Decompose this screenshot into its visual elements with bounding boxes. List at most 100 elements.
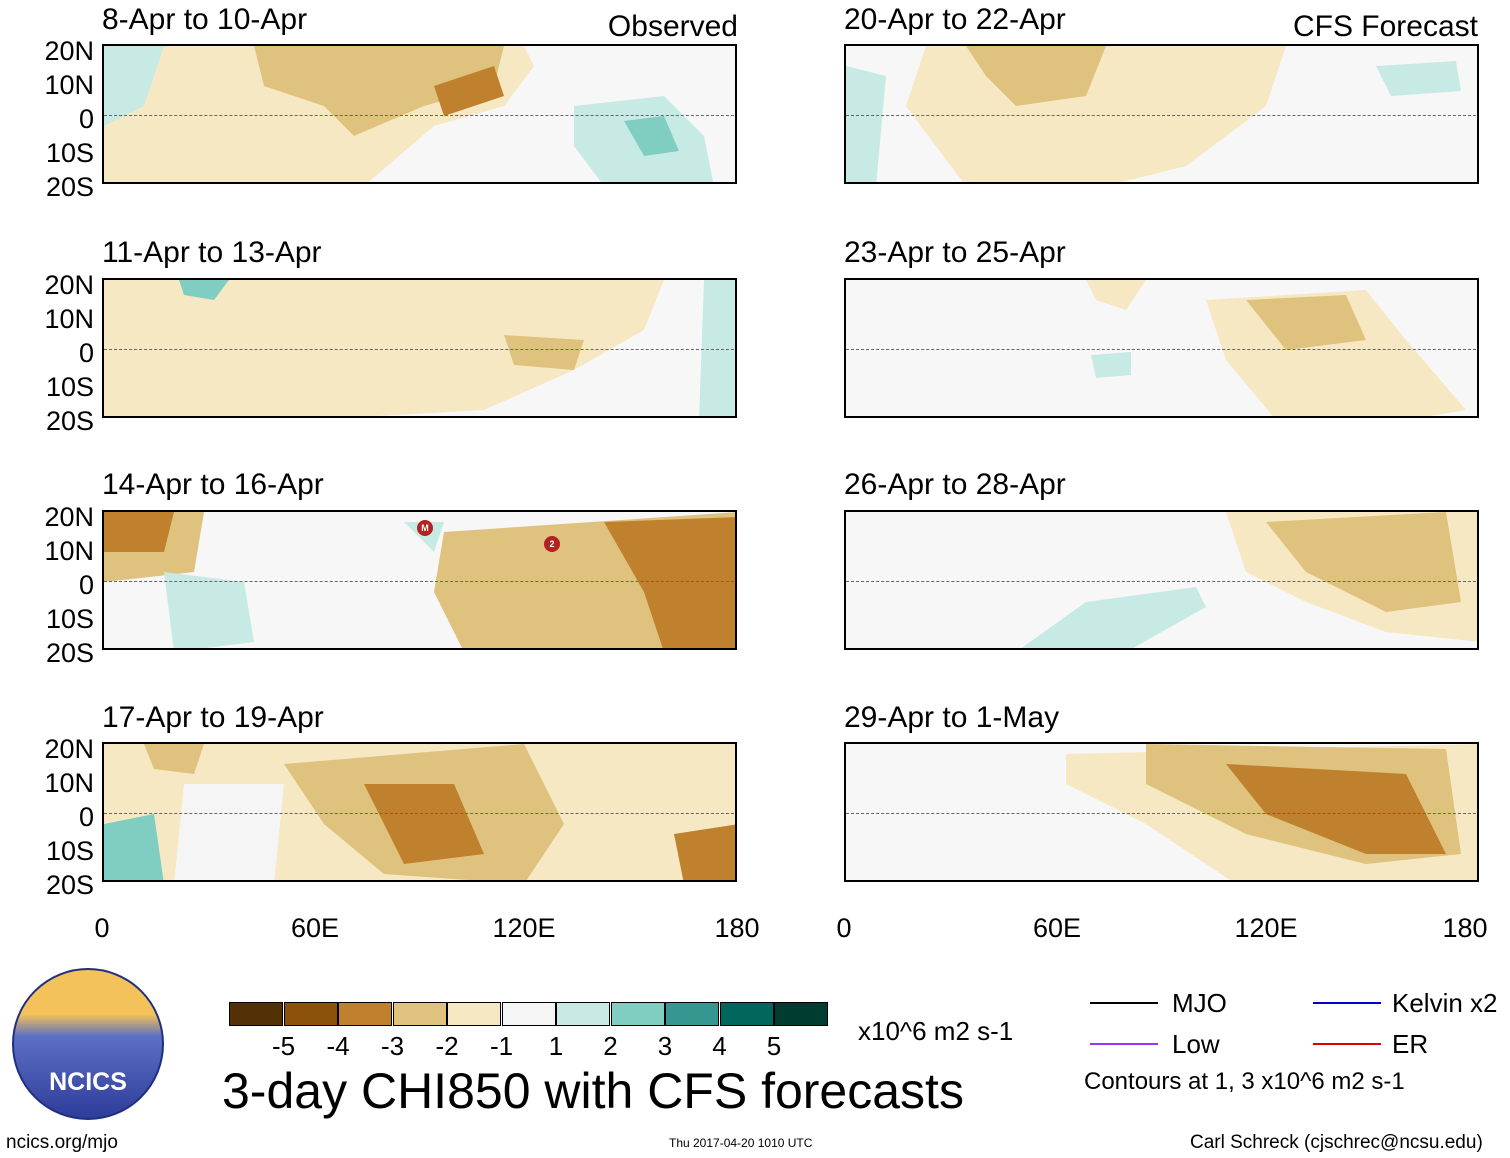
legend-mjo: MJO	[1172, 988, 1227, 1018]
colorbar-cell	[338, 1002, 392, 1026]
colorbar-cell	[501, 1002, 556, 1026]
colorbar-tick: 1	[548, 1031, 564, 1061]
legend-low: Low	[1172, 1029, 1220, 1059]
lat-label: 0	[78, 802, 94, 832]
equator-line	[846, 813, 1477, 814]
equator-line	[846, 581, 1477, 582]
ncics-logo: NCICS	[12, 968, 164, 1120]
colorbar-tick: -1	[489, 1031, 514, 1061]
map-svg	[1066, 744, 1477, 880]
equator-line	[104, 581, 735, 582]
lat-label: 20N	[44, 36, 94, 66]
panel-title-fcst-3: 26-Apr to 28-Apr	[844, 468, 1066, 501]
lat-label: 10N	[44, 304, 94, 334]
colorbar-cell	[229, 1002, 283, 1026]
footer-timestamp: Thu 2017-04-20 1010 UTC	[669, 1136, 813, 1150]
panel-title-obs-4: 17-Apr to 19-Apr	[102, 701, 324, 734]
colorbar-tick: -5	[271, 1031, 296, 1061]
map-svg	[104, 744, 735, 880]
map-svg	[104, 512, 735, 648]
lon-label: 60E	[1032, 913, 1082, 943]
lon-label: 0	[94, 913, 110, 943]
equator-line	[104, 349, 735, 350]
lon-label: 0	[836, 913, 852, 943]
lat-label: 0	[78, 338, 94, 368]
lat-label: 20N	[44, 270, 94, 300]
footer-website[interactable]: ncics.org/mjo	[6, 1132, 118, 1153]
panel-title-fcst-1: 20-Apr to 22-Apr	[844, 3, 1066, 36]
colorbar-cell	[610, 1002, 665, 1026]
colorbar-cell	[665, 1002, 719, 1026]
lat-label: 10N	[44, 70, 94, 100]
lat-label: 0	[78, 104, 94, 134]
lon-label: 180	[714, 913, 760, 943]
lon-label: 180	[1442, 913, 1488, 943]
storm-marker: 2	[544, 536, 560, 552]
colorbar-tick: 4	[712, 1031, 727, 1061]
map-panel-fcst-2	[844, 278, 1479, 418]
equator-line	[104, 115, 735, 116]
map-panel-obs-2	[102, 278, 737, 418]
lat-label: 10N	[44, 536, 94, 566]
colorbar-cell	[392, 1002, 447, 1026]
map-panel-obs-1	[102, 44, 737, 184]
colorbar-cell	[447, 1002, 501, 1026]
logo-text: NCICS	[49, 1068, 127, 1096]
map-panel-obs-4	[102, 742, 737, 882]
footer-credit: Carl Schreck (cjschrec@ncsu.edu)	[1190, 1132, 1483, 1153]
panel-title-fcst-2: 23-Apr to 25-Apr	[844, 236, 1066, 269]
colorbar-cell	[556, 1002, 610, 1026]
main-title: 3-day CHI850 with CFS forecasts	[222, 1063, 964, 1119]
map-panel-fcst-1	[844, 44, 1479, 184]
map-panel-fcst-3	[844, 510, 1479, 650]
lon-label: 120E	[492, 913, 556, 943]
lat-label: 20N	[44, 502, 94, 532]
mjo-legend-line	[1090, 1002, 1158, 1004]
colorbar-cell	[283, 1002, 338, 1026]
lat-label: 0	[78, 570, 94, 600]
lat-label: 10S	[45, 138, 94, 168]
lat-label: 20S	[45, 172, 94, 202]
map-svg	[104, 280, 735, 416]
lat-label: 10S	[45, 372, 94, 402]
equator-line	[846, 115, 1477, 116]
map-panel-fcst-4	[844, 742, 1479, 882]
cfs-forecast-label: CFS Forecast	[1292, 10, 1478, 43]
lon-label: 60E	[290, 913, 340, 943]
map-svg	[1086, 280, 1466, 416]
colorbar-tick: 5	[766, 1031, 782, 1061]
low-legend-line	[1090, 1043, 1158, 1045]
storm-marker: M	[417, 520, 433, 536]
lat-label: 20S	[45, 870, 94, 900]
er-legend-line	[1313, 1043, 1381, 1045]
colorbar-units: x10^6 m2 s-1	[858, 1016, 1014, 1046]
colorbar-tick: 2	[603, 1031, 618, 1061]
colorbar-tick: -4	[326, 1031, 350, 1061]
colorbar-tick: -2	[435, 1031, 459, 1061]
equator-line	[104, 813, 735, 814]
lat-label: 10N	[44, 768, 94, 798]
lat-label: 10S	[45, 836, 94, 866]
lat-label: 20S	[45, 406, 94, 436]
panel-title-obs-3: 14-Apr to 16-Apr	[102, 468, 324, 501]
contour-note: Contours at 1, 3 x10^6 m2 s-1	[1084, 1068, 1405, 1095]
panel-title-fcst-4: 29-Apr to 1-May	[844, 701, 1060, 734]
colorbar-cell	[719, 1002, 774, 1026]
lat-label: 20S	[45, 638, 94, 668]
colorbar-tick: -3	[380, 1031, 405, 1061]
legend-er: ER	[1392, 1029, 1429, 1059]
equator-line	[846, 349, 1477, 350]
map-svg	[104, 46, 714, 182]
panel-title-obs-2: 11-Apr to 13-Apr	[102, 236, 322, 269]
legend-kelvin: Kelvin x2	[1392, 988, 1498, 1018]
lat-label: 20N	[44, 734, 94, 764]
map-svg	[846, 46, 1461, 182]
colorbar-cell	[774, 1002, 828, 1026]
colorbar-tick: 3	[657, 1031, 673, 1061]
observed-label: Observed	[607, 10, 738, 43]
panel-title-obs-1: 8-Apr to 10-Apr	[102, 3, 308, 36]
lat-label: 10S	[45, 604, 94, 634]
map-svg	[1021, 512, 1477, 648]
map-panel-obs-3: M 2	[102, 510, 737, 650]
lon-label: 120E	[1234, 913, 1298, 943]
